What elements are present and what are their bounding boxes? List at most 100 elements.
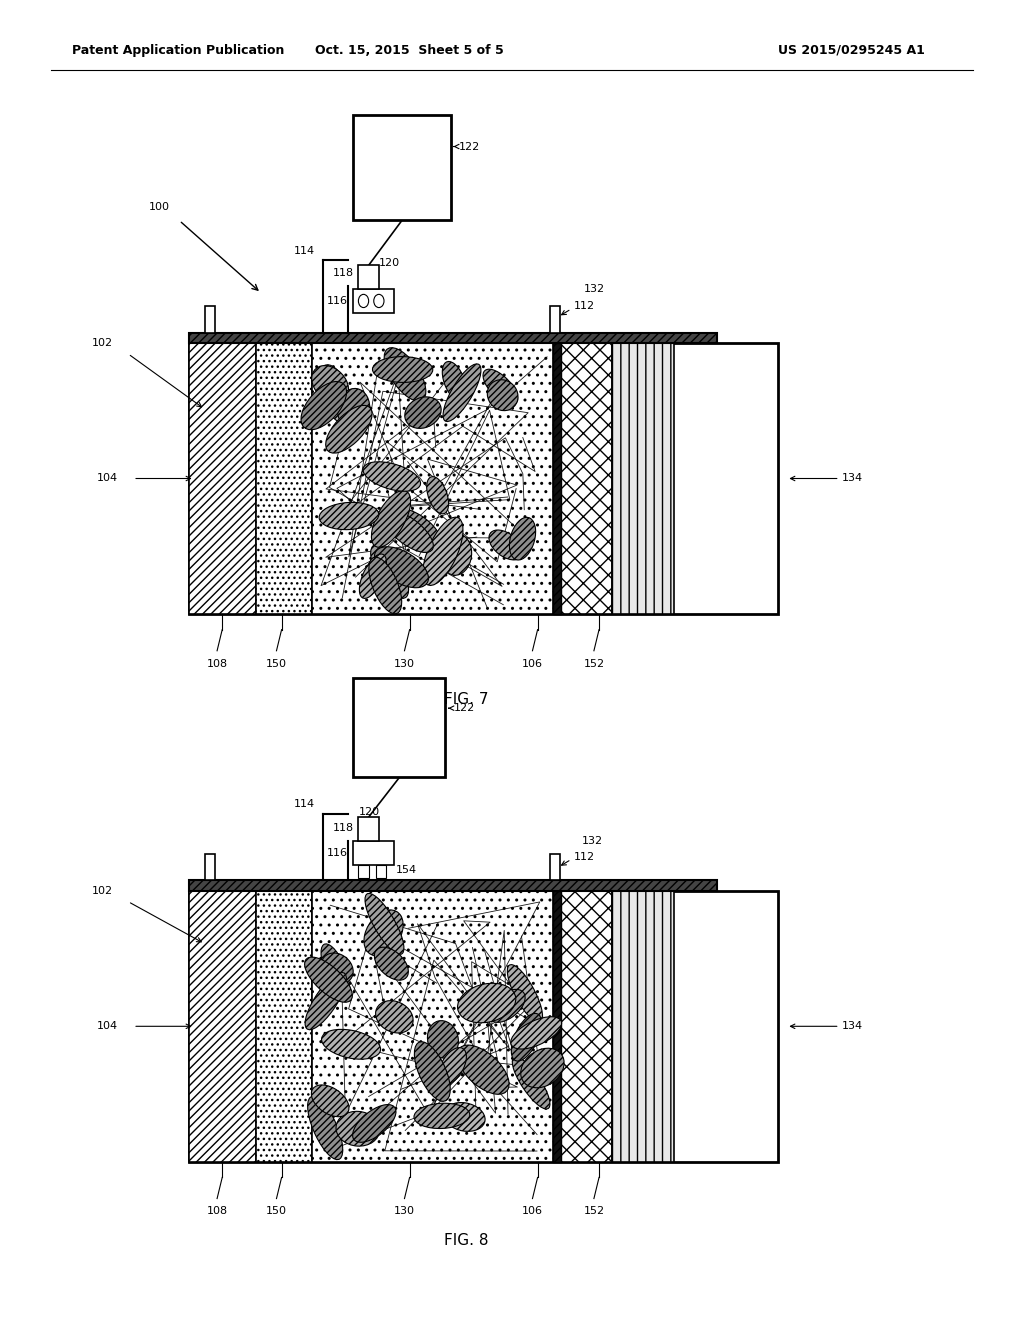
Text: FIG. 8: FIG. 8: [443, 1233, 488, 1249]
Bar: [189, 891, 778, 1162]
Ellipse shape: [415, 1041, 451, 1101]
Text: 112: 112: [573, 851, 595, 862]
Text: 108: 108: [207, 1206, 227, 1217]
Bar: [189, 343, 778, 614]
Text: US 2015/0295245 A1: US 2015/0295245 A1: [778, 44, 925, 57]
Ellipse shape: [414, 1104, 470, 1129]
Ellipse shape: [371, 544, 409, 598]
Text: 122: 122: [454, 704, 475, 713]
Ellipse shape: [395, 508, 440, 545]
Text: 130: 130: [394, 659, 415, 669]
Text: FIG. 7: FIG. 7: [443, 692, 488, 708]
Bar: [189, 333, 717, 343]
Bar: [358, 817, 379, 841]
Bar: [358, 265, 379, 289]
Circle shape: [358, 294, 369, 308]
Ellipse shape: [438, 1048, 466, 1085]
Ellipse shape: [304, 957, 352, 1002]
Ellipse shape: [487, 380, 518, 411]
Ellipse shape: [319, 503, 379, 529]
Text: 106: 106: [522, 659, 543, 669]
Text: 118: 118: [333, 822, 353, 833]
Ellipse shape: [427, 477, 449, 513]
Ellipse shape: [326, 405, 372, 453]
Bar: [256, 343, 312, 614]
Text: 122: 122: [459, 141, 480, 152]
Text: 134: 134: [842, 1022, 863, 1031]
Ellipse shape: [373, 356, 433, 383]
Circle shape: [374, 294, 384, 308]
Text: 108: 108: [207, 659, 227, 669]
Ellipse shape: [442, 362, 466, 400]
Ellipse shape: [307, 1097, 343, 1159]
Text: 150: 150: [266, 1206, 287, 1217]
Bar: [561, 891, 612, 1162]
Ellipse shape: [311, 1085, 349, 1117]
Ellipse shape: [511, 1014, 542, 1061]
Bar: [550, 306, 560, 333]
Text: 120: 120: [379, 257, 400, 268]
Ellipse shape: [364, 909, 403, 956]
Ellipse shape: [359, 554, 386, 598]
Text: 102: 102: [92, 886, 114, 896]
Bar: [312, 891, 553, 1162]
Ellipse shape: [301, 381, 346, 430]
Text: 152: 152: [584, 1206, 604, 1217]
Bar: [353, 678, 445, 777]
Text: 130: 130: [394, 1206, 415, 1217]
Ellipse shape: [318, 364, 351, 424]
Ellipse shape: [322, 1030, 381, 1059]
Bar: [189, 891, 256, 1162]
Bar: [358, 865, 369, 878]
Bar: [353, 289, 394, 313]
Text: 114: 114: [294, 799, 314, 809]
Ellipse shape: [488, 990, 525, 1022]
Ellipse shape: [458, 983, 516, 1023]
Ellipse shape: [483, 370, 518, 405]
Text: 118: 118: [333, 268, 353, 279]
Bar: [189, 343, 256, 614]
Ellipse shape: [441, 533, 472, 576]
Ellipse shape: [404, 397, 441, 429]
Text: 114: 114: [294, 246, 314, 256]
Ellipse shape: [372, 491, 411, 548]
Text: 150: 150: [266, 659, 287, 669]
Ellipse shape: [509, 517, 536, 560]
Text: 152: 152: [584, 659, 604, 669]
Bar: [256, 891, 312, 1162]
Bar: [553, 343, 561, 614]
Ellipse shape: [443, 1102, 485, 1131]
Text: 116: 116: [327, 847, 348, 858]
Ellipse shape: [369, 557, 401, 614]
Ellipse shape: [427, 1020, 459, 1059]
Text: 116: 116: [327, 296, 348, 306]
Bar: [189, 880, 717, 891]
Ellipse shape: [375, 948, 409, 981]
Bar: [353, 841, 394, 865]
Ellipse shape: [362, 462, 421, 491]
Ellipse shape: [507, 965, 543, 1022]
Bar: [376, 865, 386, 878]
Ellipse shape: [365, 894, 403, 954]
Text: 102: 102: [92, 338, 114, 348]
Bar: [550, 854, 560, 880]
Ellipse shape: [336, 1111, 380, 1146]
Ellipse shape: [311, 366, 348, 403]
Ellipse shape: [384, 347, 426, 401]
Ellipse shape: [375, 546, 428, 587]
Ellipse shape: [443, 364, 481, 421]
Text: Patent Application Publication: Patent Application Publication: [72, 44, 284, 57]
Ellipse shape: [383, 511, 433, 553]
Bar: [312, 343, 553, 614]
Text: 132: 132: [582, 836, 603, 846]
Text: 120: 120: [358, 807, 380, 817]
Ellipse shape: [376, 1001, 413, 1034]
Bar: [205, 854, 215, 880]
Text: 132: 132: [584, 284, 605, 294]
Bar: [205, 306, 215, 333]
Ellipse shape: [521, 1048, 564, 1088]
Text: Oct. 15, 2015  Sheet 5 of 5: Oct. 15, 2015 Sheet 5 of 5: [315, 44, 504, 57]
Ellipse shape: [512, 1057, 550, 1109]
Text: 104: 104: [97, 474, 119, 483]
Text: 112: 112: [573, 301, 595, 312]
